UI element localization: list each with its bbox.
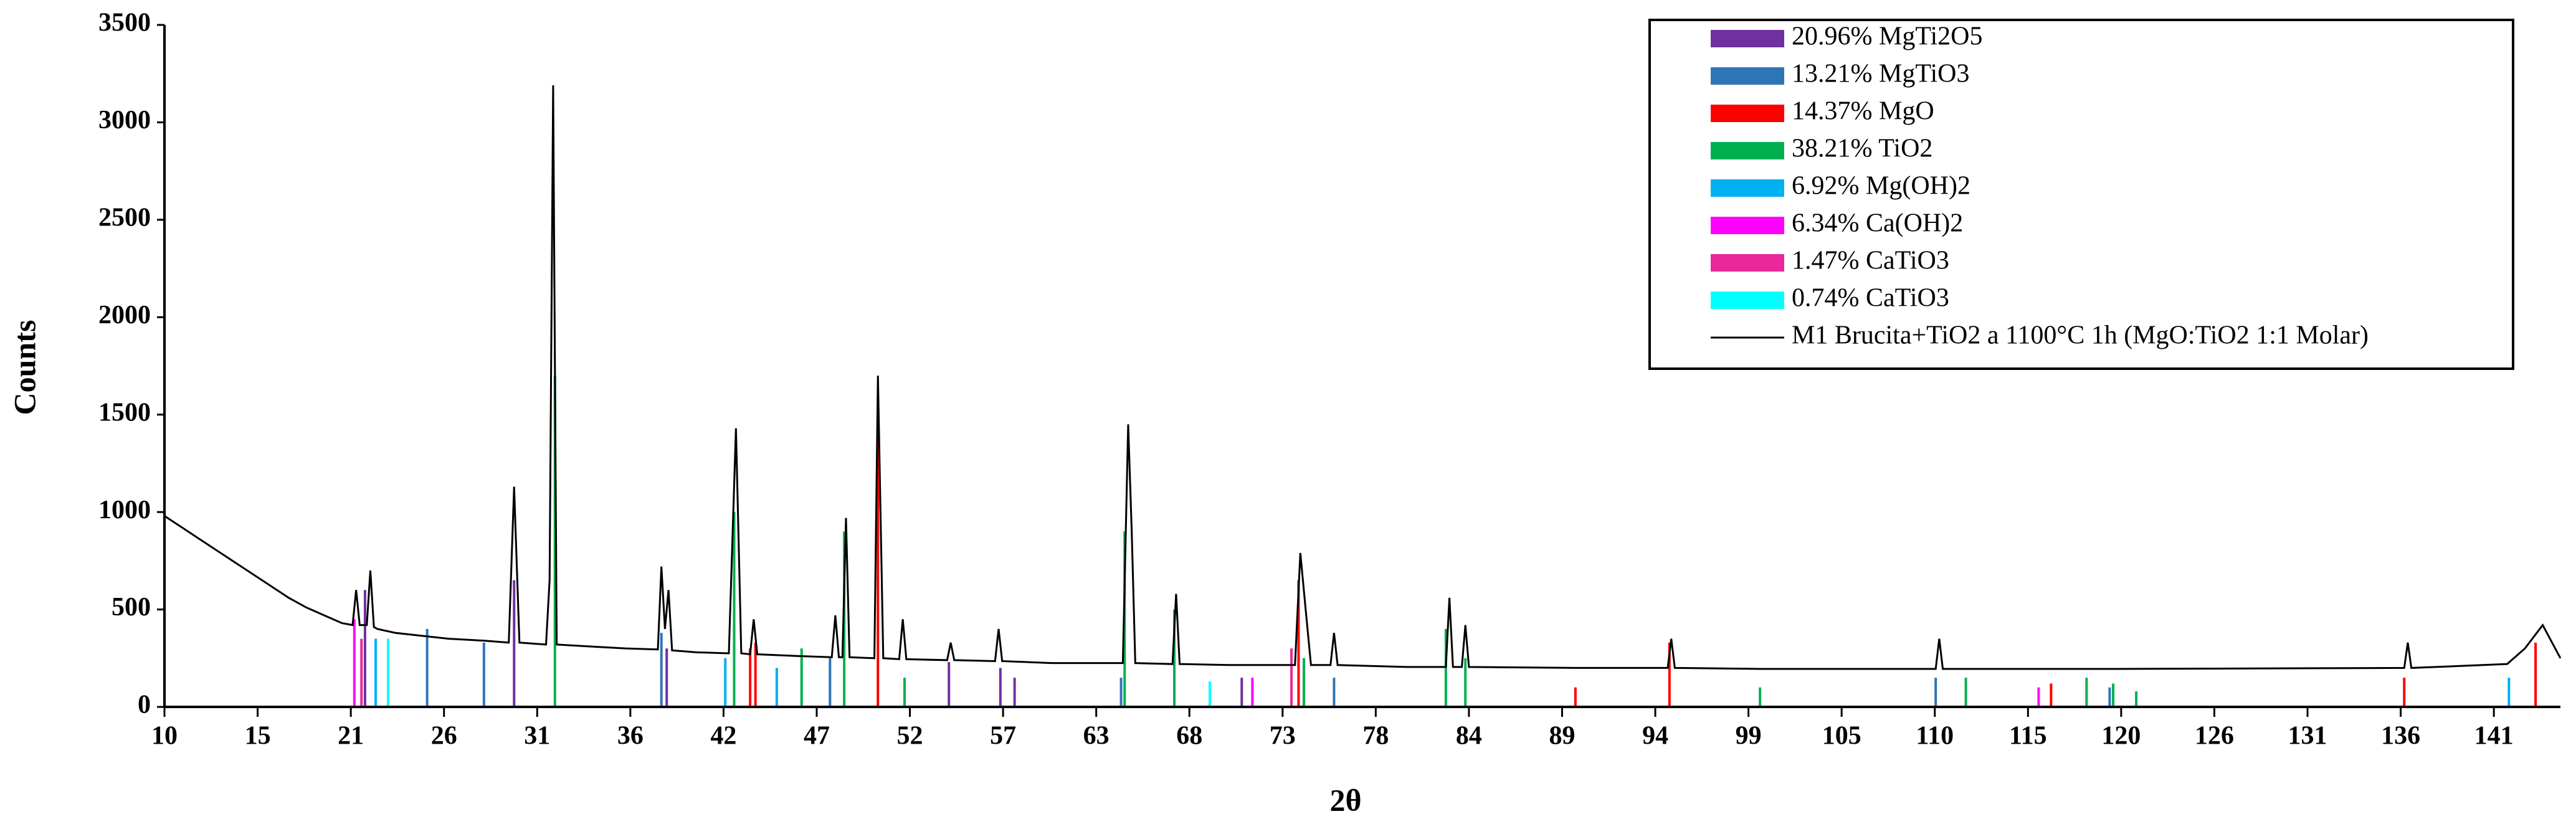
x-tick-label: 47 [804,722,830,751]
legend-swatch [1711,217,1784,234]
x-tick-label: 73 [1270,722,1296,751]
x-tick-label: 15 [245,722,271,751]
x-tick-label: 115 [2009,722,2047,751]
x-tick-label: 94 [1642,722,1668,751]
legend-label: 6.34% Ca(OH)2 [1792,209,1963,238]
y-tick-label: 500 [112,593,151,622]
y-tick-label: 1000 [98,496,151,524]
y-tick-label: 1500 [98,398,151,427]
y-axis-title: Counts [7,320,42,415]
x-tick-label: 52 [897,722,923,751]
x-tick-label: 68 [1176,722,1202,751]
x-tick-label: 63 [1083,722,1110,751]
x-tick-label: 126 [2195,722,2234,751]
x-tick-label: 131 [2288,722,2327,751]
legend-box [1648,19,2514,370]
legend-label: 20.96% MgTi2O5 [1792,22,1983,51]
x-tick-label: 26 [431,722,457,751]
pattern-line [164,85,2562,670]
legend-swatch [1711,291,1784,309]
y-tick-label: 2500 [98,203,151,232]
x-tick-label: 84 [1456,722,1482,751]
x-tick-label: 31 [524,722,550,751]
legend-label: 38.21% TiO2 [1792,135,1932,163]
legend-label: M1 Brucita+TiO2 a 1100°C 1h (MgO:TiO2 1:… [1792,321,2369,350]
legend-swatch [1711,142,1784,159]
x-tick-label: 10 [151,722,178,751]
x-tick-label: 78 [1362,722,1389,751]
legend-swatch [1711,30,1784,47]
legend-label: 0.74% CaTiO3 [1792,284,1949,313]
y-tick-label: 3000 [98,106,151,135]
legend-swatch [1711,105,1784,122]
x-tick-label: 42 [710,722,736,751]
x-tick-label: 57 [990,722,1016,751]
y-tick-label: 3500 [98,9,151,37]
x-tick-label: 21 [338,722,364,751]
x-tick-label: 110 [1916,722,1954,751]
y-tick-label: 2000 [98,301,151,329]
x-tick-label: 89 [1549,722,1576,751]
x-tick-label: 136 [2381,722,2420,751]
x-tick-label: 141 [2474,722,2514,751]
legend-label: 13.21% MgTiO3 [1792,60,1970,88]
x-tick-label: 99 [1736,722,1762,751]
x-tick-label: 36 [617,722,644,751]
legend-label: 6.92% Mg(OH)2 [1792,172,1970,201]
legend-swatch [1711,179,1784,197]
y-tick-label: 0 [138,691,151,719]
legend-swatch [1711,67,1784,85]
x-tick-label: 105 [1822,722,1861,751]
x-tick-label: 120 [2101,722,2141,751]
x-axis-title: 2θ [1329,782,1361,817]
legend-swatch [1711,254,1784,272]
legend-label: 14.37% MgO [1792,97,1934,126]
legend-label: 1.47% CaTiO3 [1792,247,1949,275]
